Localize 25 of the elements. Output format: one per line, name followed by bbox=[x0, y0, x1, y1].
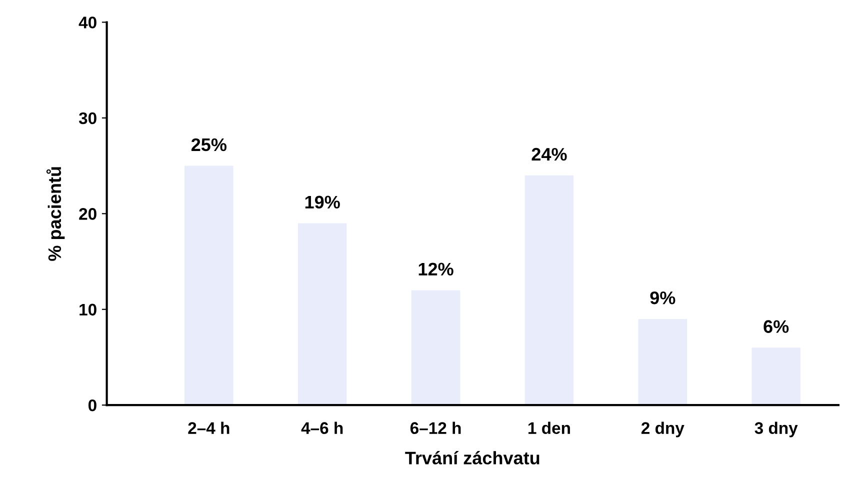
bar bbox=[298, 223, 347, 406]
bar bbox=[638, 318, 688, 406]
data-label: 9% bbox=[650, 291, 676, 304]
x-tick-label: 2–4 h bbox=[188, 422, 230, 434]
x-tick-label: 4–6 h bbox=[301, 422, 343, 434]
x-tick-label: 3 dny bbox=[754, 422, 798, 438]
y-tick-label: 20 bbox=[79, 208, 96, 220]
x-tick-label: 6–12 h bbox=[410, 422, 461, 434]
data-label: 24% bbox=[532, 148, 567, 161]
x-axis-title: Trvání záchvatu bbox=[405, 451, 540, 464]
data-label: 25% bbox=[191, 138, 226, 152]
x-tick-label: 2 dny bbox=[641, 422, 684, 438]
data-label: 12% bbox=[418, 262, 454, 276]
data-label: 19% bbox=[305, 196, 340, 209]
y-tick-label: 30 bbox=[78, 112, 96, 124]
bar bbox=[411, 290, 460, 406]
x-tick-label: 1 den bbox=[528, 422, 570, 434]
bar bbox=[752, 348, 800, 406]
y-tick-label: 40 bbox=[78, 16, 96, 28]
data-label: 6% bbox=[764, 320, 789, 333]
bar bbox=[184, 166, 234, 406]
bar bbox=[524, 175, 574, 406]
y-tick-label: 10 bbox=[80, 304, 96, 316]
y-tick-label: 0 bbox=[88, 399, 96, 412]
y-axis-title: % pacientů bbox=[46, 167, 65, 261]
